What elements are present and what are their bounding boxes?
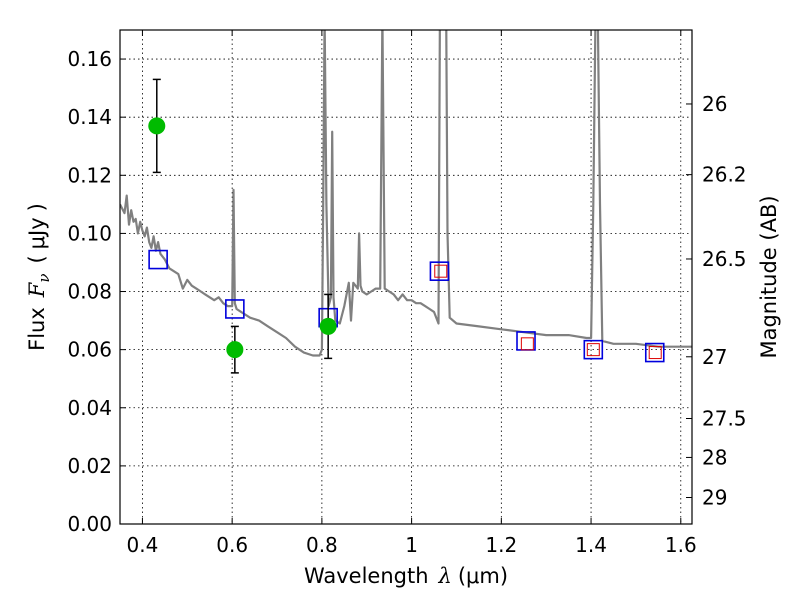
x-axis-label-text: Wavelength [304, 564, 429, 588]
x-tick-label: 1.2 [485, 533, 517, 557]
plot-area [120, 30, 692, 524]
x-tick-label: 0.8 [306, 533, 338, 557]
y-axis-label-open: ( [25, 255, 49, 263]
y2-tick-label: 26.5 [702, 247, 747, 271]
y-axis-label-close: ) [25, 203, 49, 211]
y-tick-label: 0.04 [67, 396, 112, 420]
y-tick-label: 0.16 [67, 47, 112, 71]
x-tick-label: 1 [405, 533, 418, 557]
model-photometry-inner-square [434, 264, 448, 278]
model-photometry-square [644, 342, 665, 363]
plot-content [120, 30, 692, 374]
y-tick-label: 0.00 [67, 512, 112, 536]
y2-tick-label: 26 [702, 92, 727, 116]
model-photometry-square [583, 339, 604, 360]
y-tick-label: 0.06 [67, 338, 112, 362]
y2-tick-label: 27.5 [702, 406, 747, 430]
y-axis-label-math: F [25, 281, 49, 298]
y-tick-label: 0.12 [67, 163, 112, 187]
x-axis-label: Wavelength λ (μm) [304, 564, 508, 588]
observed-point [226, 341, 244, 359]
y2-tick-label: 26.2 [702, 163, 747, 187]
y-tick-label: 0.02 [67, 454, 112, 478]
x-tick-label: 0.4 [127, 533, 159, 557]
y2-tick-label: 27 [702, 345, 727, 369]
model-photometry-inner-square [520, 337, 534, 351]
x-axis-label-math: λ [438, 564, 452, 588]
model-photometry-inner-square [648, 346, 662, 360]
model-photometry-inner-square [586, 343, 600, 357]
model-photometry-square [225, 299, 245, 319]
observed-point [148, 117, 166, 135]
model-spectrum-line [120, 30, 692, 357]
y-axis-label: Flux Fν ( μJy) [25, 203, 53, 351]
y-axis-label-unit: μJy [25, 217, 49, 249]
y2-tick-label: 29 [702, 485, 727, 509]
observed-point [319, 317, 337, 335]
y-tick-label: 0.08 [67, 280, 112, 304]
x-tick-label: 1.6 [665, 533, 697, 557]
axis-ticks: 0.4 0.6 0.8 1 1.2 1.4 1.6 0.00 0.02 0.04 0.06 0.08 0… [67, 30, 747, 557]
model-photometry-square [429, 261, 450, 281]
y2-tick-label: 28 [702, 445, 727, 469]
y-axis-label-sub: ν [35, 274, 53, 283]
y-tick-label: 0.10 [67, 221, 112, 245]
plot-frame [119, 29, 693, 525]
y2-axis-label: Magnitude (AB) [757, 195, 781, 358]
x-tick-label: 0.6 [216, 533, 248, 557]
x-axis-label-unit: (μm) [458, 564, 508, 588]
model-photometry-square [148, 249, 168, 270]
x-tick-label: 1.4 [575, 533, 607, 557]
y-tick-label: 0.14 [67, 105, 112, 129]
y-axis-label-text: Flux [25, 307, 49, 351]
